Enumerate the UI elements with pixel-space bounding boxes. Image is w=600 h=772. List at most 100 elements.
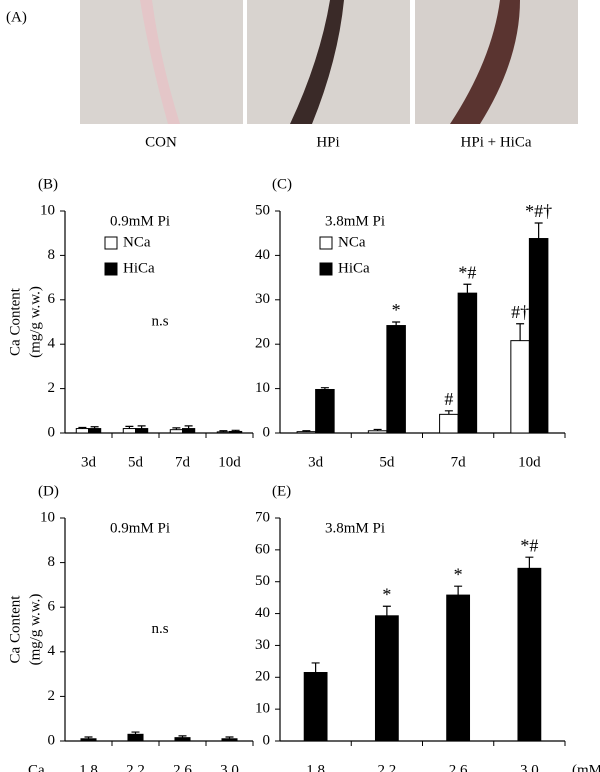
bar [169, 429, 183, 434]
significance-mark: *#† [525, 201, 552, 221]
error-bar [525, 556, 534, 569]
error-bar [382, 605, 391, 616]
x-tick-label: 7d [451, 454, 467, 470]
bar [528, 238, 549, 434]
bar [88, 428, 102, 434]
y-tick-label: 0 [263, 424, 271, 440]
x-tick-label: 10d [518, 454, 541, 470]
bar [446, 594, 471, 742]
y-tick-label: 4 [48, 336, 56, 352]
y-tick-label: 4 [48, 643, 56, 659]
significance-mark: *# [458, 262, 476, 282]
y-tick-label: 30 [255, 637, 270, 653]
error-bar [78, 426, 87, 429]
subtitle: 3.8mM Pi [325, 213, 385, 229]
annotation: n.s [151, 313, 168, 329]
y-tick-label: 0 [48, 732, 56, 748]
error-bar [178, 735, 187, 738]
y-tick-label: 6 [48, 291, 56, 307]
y-axis-label: Ca Content [7, 287, 23, 356]
y-tick-label: 8 [48, 247, 56, 263]
annotation: n.s [151, 621, 168, 637]
error-bar [516, 323, 525, 341]
panel-label: (A) [6, 9, 27, 25]
y-axis-label: Ca Content [7, 595, 23, 664]
image-caption: HPi + HiCa [461, 134, 532, 150]
subtitle: 0.9mM Pi [110, 213, 170, 229]
significance-mark: # [444, 389, 453, 409]
error-bar [137, 425, 146, 429]
error-bar [534, 222, 543, 239]
error-bar [219, 430, 228, 432]
x-tick-label: 2.2 [378, 762, 397, 772]
error-bar [84, 736, 93, 739]
legend-swatch [104, 236, 118, 250]
y-tick-label: 20 [255, 336, 270, 352]
y-tick-label: 6 [48, 599, 56, 615]
y-tick-label: 10 [255, 380, 270, 396]
y-tick-label: 8 [48, 554, 56, 570]
y-tick-label: 60 [255, 541, 270, 557]
x-tick-label: 2.6 [449, 762, 468, 772]
panel-label: (D) [38, 483, 59, 499]
error-bar [302, 430, 311, 432]
y-tick-label: 50 [255, 202, 270, 218]
y-axis-label: (mg/g w.w.) [27, 286, 43, 358]
legend-swatch [104, 262, 118, 276]
legend-swatch [319, 236, 333, 250]
error-bar [225, 736, 234, 739]
error-bar [373, 428, 382, 431]
tissue [140, 0, 180, 124]
bar [315, 388, 335, 434]
bar [221, 738, 238, 742]
y-tick-label: 0 [263, 732, 271, 748]
y-tick-label: 10 [40, 509, 55, 525]
error-bar [320, 387, 329, 390]
significance-mark: * [382, 584, 391, 604]
significance-mark: * [454, 564, 463, 584]
x-tick-label: 7d [175, 454, 191, 470]
bar [216, 431, 230, 434]
x-tick-label: 1.8 [79, 762, 98, 772]
bar [296, 431, 317, 434]
bar [517, 567, 542, 742]
y-tick-label: 40 [255, 605, 270, 621]
panel-label: (C) [272, 176, 292, 192]
error-bar [125, 425, 134, 429]
y-tick-label: 70 [255, 509, 270, 525]
error-bar [90, 426, 99, 429]
error-bar [444, 410, 453, 415]
bar [122, 428, 136, 434]
bar [174, 737, 191, 742]
micrographs [80, 0, 578, 124]
significance-mark: #† [511, 302, 529, 322]
x-tick-label: 10d [218, 454, 241, 470]
y-tick-label: 2 [48, 688, 56, 704]
error-bar [131, 731, 140, 735]
error-bar [231, 429, 240, 432]
bar [182, 428, 196, 434]
subtitle: 0.9mM Pi [110, 520, 170, 536]
tissue [290, 0, 344, 124]
y-axis-label: (mg/g w.w.) [27, 594, 43, 666]
bar [127, 733, 144, 742]
x-tick-label: 5d [379, 454, 395, 470]
x-tick-label: 3d [308, 454, 324, 470]
bar [367, 430, 388, 434]
x-tick-label: 3d [81, 454, 97, 470]
error-bar [454, 585, 463, 596]
legend-label: NCa [338, 234, 366, 250]
x-tick-label: 3.0 [220, 762, 239, 772]
x-tick-label: 2.6 [173, 762, 192, 772]
y-tick-label: 20 [255, 669, 270, 685]
error-bar [392, 321, 401, 326]
y-tick-label: 10 [40, 202, 55, 218]
y-tick-label: 0 [48, 424, 56, 440]
bar [439, 413, 459, 434]
x-tick-label: 1.8 [306, 762, 325, 772]
bar [75, 428, 89, 434]
bar [80, 738, 97, 742]
bar [374, 615, 399, 742]
bar [457, 292, 478, 434]
